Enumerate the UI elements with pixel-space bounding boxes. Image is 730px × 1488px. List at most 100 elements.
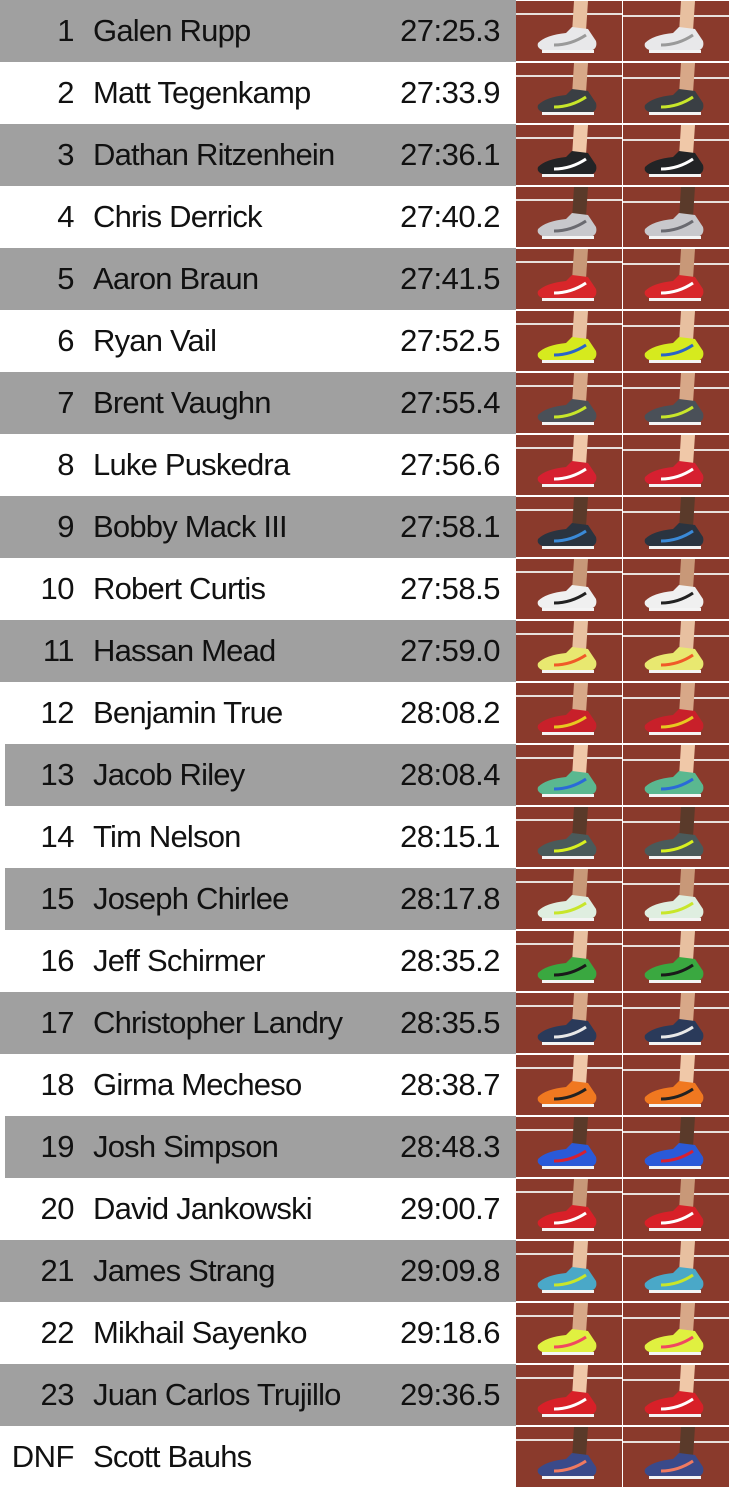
leg (679, 745, 695, 777)
lane-line (623, 1069, 729, 1071)
leg (679, 1, 695, 33)
shoe-photo (623, 63, 729, 123)
shoe-photo (516, 745, 622, 805)
result-row: 4 Chris Derrick 27:40.2 (0, 186, 730, 248)
lane-line (516, 1253, 622, 1255)
row-background (5, 744, 516, 806)
leg (679, 1241, 695, 1273)
row-background (0, 248, 516, 310)
finish-time: 29:18.6 (400, 1315, 500, 1350)
shoe (644, 27, 704, 51)
shoe (644, 1205, 704, 1229)
place: 9 (57, 509, 74, 544)
shoe (537, 771, 597, 795)
shoe (537, 1143, 597, 1167)
row-background (0, 992, 516, 1054)
place: 8 (57, 447, 74, 482)
leg (572, 1427, 588, 1459)
lane-line (623, 201, 729, 203)
shoe-photo (516, 993, 622, 1053)
shoe (537, 895, 597, 919)
finish-time: 29:36.5 (400, 1377, 500, 1412)
result-row: 23 Juan Carlos Trujillo 29:36.5 (0, 1364, 730, 1426)
place: 6 (57, 323, 74, 358)
leg (679, 63, 695, 95)
shoe-sole (542, 980, 594, 983)
lane-line (623, 449, 729, 451)
leg (572, 311, 588, 343)
lane-line (516, 137, 622, 139)
shoe-sole (649, 1104, 701, 1107)
shoe (537, 1453, 597, 1477)
finish-time: 27:41.5 (400, 261, 500, 296)
shoe-photo (516, 621, 622, 681)
lane-line (623, 325, 729, 327)
shoe (644, 1329, 704, 1353)
shoe-sole (649, 608, 701, 611)
shoe-photo (623, 373, 729, 433)
shoe-photo (516, 931, 622, 991)
shoe (537, 1019, 597, 1043)
row-background (0, 0, 516, 62)
shoe-sole (649, 546, 701, 549)
leg (572, 807, 588, 839)
shoe-logo (553, 33, 587, 47)
shoe-logo (553, 591, 587, 605)
place: 11 (42, 633, 75, 668)
shoe-sole (542, 918, 594, 921)
lane-line (516, 819, 622, 821)
shoe (644, 1391, 704, 1415)
lane-line (516, 447, 622, 449)
shoe-logo (660, 839, 694, 853)
shoe-sole (542, 298, 594, 301)
lane-line (623, 77, 729, 79)
athlete-name: Dathan Ritzenhein (93, 137, 335, 172)
finish-time: 28:15.1 (400, 819, 500, 854)
row-background (5, 1116, 516, 1178)
shoe-logo (660, 1149, 694, 1163)
lane-line (623, 1255, 729, 1257)
lane-line (516, 571, 622, 573)
lane-line (623, 1193, 729, 1195)
shoe-photo (623, 1241, 729, 1301)
shoe-photo (623, 559, 729, 619)
shoe-photo (623, 745, 729, 805)
athlete-name: Robert Curtis (93, 571, 266, 606)
athlete-name: Jacob Riley (93, 757, 245, 792)
finish-time: 27:58.5 (400, 571, 500, 606)
result-row: 9 Bobby Mack III 27:58.1 (0, 496, 730, 558)
shoe-logo (660, 33, 694, 47)
athlete-name: Josh Simpson (93, 1129, 279, 1164)
shoe (644, 833, 704, 857)
shoe-sole (649, 1166, 701, 1169)
lane-line (516, 385, 622, 387)
result-row: 5 Aaron Braun 27:41.5 (0, 248, 730, 310)
leg (679, 435, 695, 467)
shoe (537, 709, 597, 733)
athlete-name: Bobby Mack III (93, 509, 288, 544)
shoe-logo (660, 1087, 694, 1101)
leg (572, 993, 588, 1025)
row-background (0, 124, 516, 186)
shoe-photo (516, 1427, 622, 1487)
shoe-logo (660, 219, 694, 233)
leg (679, 311, 695, 343)
leg (679, 869, 695, 901)
shoe-sole (649, 856, 701, 859)
shoe-sole (542, 608, 594, 611)
shoe (537, 399, 597, 423)
shoe-photo (516, 125, 622, 185)
finish-time: 28:08.4 (400, 757, 500, 792)
lane-line (623, 697, 729, 699)
lane-line (623, 635, 729, 637)
shoe (644, 585, 704, 609)
shoe-sole (542, 50, 594, 53)
leg (679, 621, 695, 653)
shoe-logo (553, 653, 587, 667)
shoe (537, 957, 597, 981)
athlete-name: James Strang (93, 1253, 275, 1288)
finish-time: 27:59.0 (400, 633, 500, 668)
shoe-photo (623, 125, 729, 185)
shoe-photo (516, 249, 622, 309)
shoe-logo (660, 963, 694, 977)
